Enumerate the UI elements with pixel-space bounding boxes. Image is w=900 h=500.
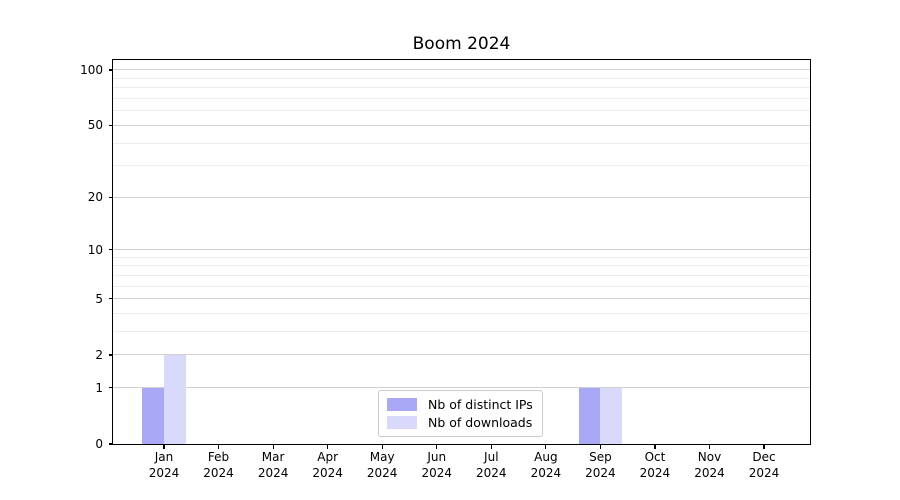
- x-tick-mark: [436, 444, 438, 449]
- y-tick-mark: [108, 298, 113, 300]
- x-tick-label-line: 2024: [366, 465, 398, 480]
- x-tick-label: Dec 2024: [732, 450, 796, 481]
- plot-area: [113, 60, 810, 444]
- y-tick-label: 1: [95, 380, 103, 395]
- gridline-major: [113, 124, 810, 126]
- x-tick-label-line: Jul: [484, 450, 499, 464]
- x-tick-label-line: May: [369, 450, 395, 464]
- x-tick-label-line: 2024: [148, 465, 180, 480]
- x-tick-label-line: 2024: [748, 465, 780, 480]
- x-tick-label-line: 2024: [585, 465, 616, 480]
- x-tick-label-line: Dec: [752, 450, 776, 464]
- y-tick-label: 5: [95, 291, 103, 306]
- gridline-minor: [113, 142, 810, 144]
- x-tick-mark: [381, 444, 383, 449]
- x-tick-label: Feb 2024: [187, 450, 251, 481]
- x-tick-label-line: 2024: [694, 465, 725, 480]
- y-tick-label: 20: [87, 190, 103, 205]
- y-tick-label: 100: [80, 62, 103, 77]
- y-tick-mark: [108, 387, 113, 389]
- gridline-minor: [113, 313, 810, 315]
- x-tick-label-line: Nov: [697, 450, 722, 464]
- x-tick-label-line: Mar: [261, 450, 285, 464]
- x-tick-label: May 2024: [350, 450, 414, 481]
- gridline-minor: [113, 98, 810, 100]
- gridline-minor: [113, 274, 810, 276]
- x-tick-mark: [599, 444, 601, 449]
- x-tick-mark: [163, 444, 165, 449]
- x-tick-label-line: 2024: [257, 465, 289, 480]
- x-tick-label-line: Oct: [644, 450, 666, 464]
- x-tick-label: Oct 2024: [623, 450, 687, 481]
- legend: Nb of distinct IPs Nb of downloads: [378, 390, 543, 437]
- y-tick-mark: [108, 354, 113, 356]
- legend-item-distinct-ips: Nb of distinct IPs: [387, 397, 534, 412]
- x-tick-label: Nov 2024: [678, 450, 742, 481]
- x-tick-mark: [708, 444, 711, 449]
- bar-downloads: [164, 354, 186, 444]
- gridline-minor: [113, 87, 810, 89]
- bar-downloads: [600, 387, 623, 444]
- legend-label-downloads: Nb of downloads: [428, 415, 533, 430]
- x-tick-label: Mar 2024: [241, 450, 305, 481]
- x-tick-mark: [327, 444, 329, 449]
- y-tick-mark: [108, 249, 113, 251]
- x-tick-label-line: 2024: [312, 465, 343, 480]
- x-tick-mark: [545, 444, 547, 449]
- x-tick-label: Jun 2024: [405, 450, 469, 481]
- x-tick-label-line: Feb: [207, 450, 230, 464]
- x-tick-label-line: Jun: [427, 450, 447, 464]
- gridline-minor: [113, 77, 810, 79]
- x-tick-label-line: 2024: [476, 465, 507, 480]
- legend-swatch-distinct-ips: [387, 398, 417, 411]
- x-tick-label-line: 2024: [530, 465, 562, 480]
- gridline-major: [113, 354, 810, 356]
- x-tick-label-line: 2024: [203, 465, 234, 480]
- y-tick-label: 0: [95, 437, 103, 451]
- x-tick-label: Jan 2024: [132, 450, 196, 481]
- x-tick-mark: [272, 444, 274, 449]
- gridline-minor: [113, 331, 810, 333]
- gridline-major: [113, 69, 810, 71]
- bar-distinct-ips: [142, 387, 164, 444]
- x-tick-label: Apr 2024: [296, 450, 360, 481]
- gridline-minor: [113, 265, 810, 267]
- x-tick-mark: [654, 444, 656, 449]
- bar-distinct-ips: [578, 387, 601, 444]
- gridline-minor: [113, 256, 810, 258]
- x-tick-label-line: 2024: [639, 465, 671, 480]
- y-tick-label: 50: [87, 118, 103, 133]
- x-tick-label-line: 2024: [421, 465, 453, 480]
- y-tick-mark: [108, 69, 113, 71]
- legend-label-distinct-ips: Nb of distinct IPs: [428, 397, 533, 412]
- x-tick-mark: [217, 444, 220, 449]
- x-tick-label: Jul 2024: [459, 450, 523, 481]
- legend-item-downloads: Nb of downloads: [387, 415, 534, 430]
- gridline-major: [113, 298, 810, 300]
- x-tick-label-line: Sep: [589, 450, 612, 464]
- gridline-minor: [113, 165, 810, 167]
- y-tick-mark: [108, 443, 113, 445]
- y-tick-label: 10: [87, 242, 103, 257]
- x-tick-label-line: Apr: [317, 450, 339, 464]
- gridline-minor: [113, 110, 810, 112]
- x-tick-label-line: Jan: [154, 450, 174, 464]
- x-tick-label: Aug 2024: [514, 450, 578, 481]
- gridline-major: [113, 387, 810, 389]
- y-tick-mark: [108, 196, 113, 198]
- gridline-major: [113, 196, 810, 198]
- gridline-major: [113, 249, 810, 251]
- chart-title: Boom 2024: [412, 34, 511, 54]
- x-tick-mark: [763, 444, 765, 449]
- x-tick-mark: [490, 444, 492, 449]
- legend-swatch-downloads: [387, 416, 417, 429]
- y-tick-mark: [108, 124, 113, 126]
- x-tick-label: Sep 2024: [568, 450, 632, 481]
- gridline-minor: [113, 285, 810, 287]
- x-tick-label-line: Aug: [534, 450, 558, 464]
- y-tick-label: 2: [95, 347, 103, 362]
